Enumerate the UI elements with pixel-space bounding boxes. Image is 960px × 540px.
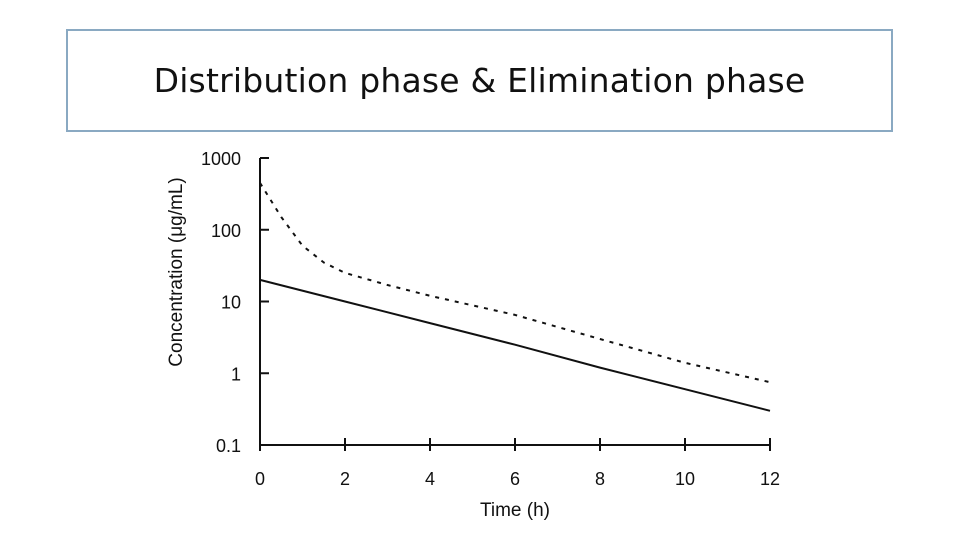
slide-title: Distribution phase & Elimination phase: [153, 61, 806, 100]
x-axis-label: Time (h): [480, 500, 550, 521]
y-tick-label: 1000: [201, 149, 241, 169]
series-line-solid: [259, 278, 771, 412]
series-line-dashed: [259, 182, 771, 384]
x-axis-ticks: 0 2 4 6 8 10 12: [255, 438, 780, 489]
axes: [259, 158, 770, 446]
y-tick-label: 10: [221, 293, 241, 313]
x-tick-label: 10: [675, 469, 695, 489]
x-tick-label: 12: [760, 469, 780, 489]
x-tick-label: 2: [340, 469, 350, 489]
title-box: Distribution phase & Elimination phase: [66, 29, 893, 132]
y-axis-label: Concentration (μg/mL): [166, 177, 187, 366]
series-layer: [259, 182, 771, 412]
x-tick-label: 6: [510, 469, 520, 489]
concentration-time-chart: 0.1 1 10 100 1000 0 2 4 6 8 10 12 Time (h) Concent…: [166, 149, 780, 521]
y-tick-label: 100: [211, 221, 241, 241]
x-tick-label: 8: [595, 469, 605, 489]
y-tick-label: 1: [231, 364, 241, 384]
y-tick-label: 0.1: [216, 436, 241, 456]
x-tick-label: 0: [255, 469, 265, 489]
x-tick-label: 4: [425, 469, 435, 489]
y-axis-ticks: 0.1 1 10 100 1000: [201, 149, 269, 456]
